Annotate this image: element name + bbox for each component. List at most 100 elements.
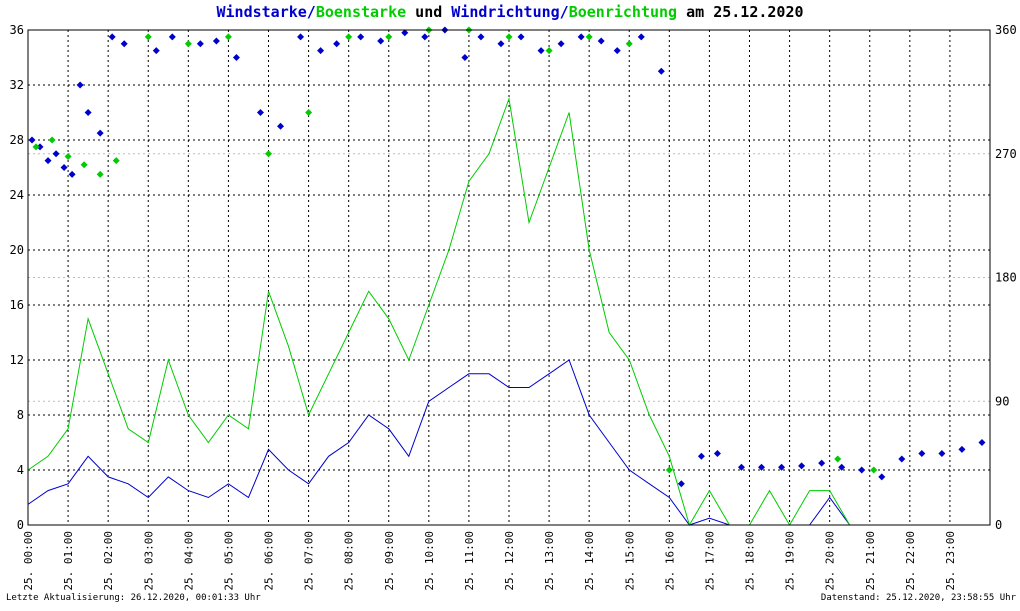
point-windrichtung bbox=[597, 37, 605, 45]
point-windrichtung bbox=[377, 37, 385, 45]
point-windrichtung bbox=[60, 164, 68, 171]
tick-label-left: 16 bbox=[10, 298, 24, 312]
point-windrichtung bbox=[517, 33, 525, 41]
point-windrichtung bbox=[758, 463, 766, 471]
tick-label-left: 0 bbox=[17, 518, 24, 532]
point-windrichtung bbox=[68, 170, 76, 178]
tick-label-left: 28 bbox=[10, 133, 24, 147]
point-boenrichtung bbox=[32, 143, 40, 151]
point-windrichtung bbox=[878, 473, 886, 481]
point-windrichtung bbox=[28, 136, 36, 144]
point-windrichtung bbox=[401, 29, 409, 37]
point-windrichtung bbox=[497, 40, 505, 48]
title-part-4: Windrichtung bbox=[451, 3, 559, 21]
point-boenrichtung bbox=[265, 150, 272, 158]
point-windrichtung bbox=[737, 463, 745, 471]
tick-label-right: 180 bbox=[995, 271, 1017, 285]
point-windrichtung bbox=[938, 450, 946, 457]
tick-label-x: 25. 13:00 bbox=[543, 531, 556, 591]
point-boenrichtung bbox=[144, 33, 152, 41]
point-windrichtung bbox=[297, 33, 305, 41]
tick-label-x: 25. 10:00 bbox=[423, 531, 436, 591]
point-windrichtung bbox=[537, 47, 545, 55]
point-windrichtung bbox=[958, 445, 966, 453]
point-windrichtung bbox=[76, 81, 84, 89]
tick-label-x: 25. 20:00 bbox=[824, 531, 837, 591]
tick-label-left: 4 bbox=[17, 463, 24, 477]
tick-label-right: 90 bbox=[995, 394, 1009, 408]
title-part-1: / bbox=[307, 3, 316, 21]
footer-data-status: Datenstand: 25.12.2020, 23:58:55 Uhr bbox=[821, 593, 1017, 603]
point-boenrichtung bbox=[80, 161, 88, 169]
tick-label-x: 25. 12:00 bbox=[503, 531, 516, 591]
point-boenrichtung bbox=[834, 455, 842, 463]
tick-label-x: 25. 09:00 bbox=[383, 531, 396, 591]
point-windrichtung bbox=[108, 33, 116, 41]
point-windrichtung bbox=[978, 439, 986, 446]
tick-label-x: 25. 06:00 bbox=[263, 531, 276, 591]
chart-title: Windstarke/Boenstarke und Windrichtung/B… bbox=[216, 3, 803, 21]
series-boenrichtung bbox=[32, 26, 878, 474]
tick-label-x: 25. 18:00 bbox=[744, 531, 757, 591]
tick-label-x: 25. 01:00 bbox=[62, 531, 75, 591]
point-windrichtung bbox=[778, 463, 786, 471]
point-windrichtung bbox=[120, 40, 128, 48]
point-windrichtung bbox=[317, 47, 325, 55]
point-windrichtung bbox=[818, 459, 826, 467]
point-windrichtung bbox=[713, 450, 721, 457]
point-windrichtung bbox=[168, 33, 176, 41]
title-part-5: / bbox=[560, 3, 569, 21]
tick-label-right: 360 bbox=[995, 23, 1017, 37]
tick-label-right: 0 bbox=[995, 518, 1002, 532]
point-boenrichtung bbox=[224, 33, 232, 41]
tick-label-x: 25. 22:00 bbox=[904, 531, 917, 591]
point-boenrichtung bbox=[305, 109, 313, 116]
point-windrichtung bbox=[677, 480, 685, 488]
series-layer bbox=[27, 26, 986, 527]
tick-label-x: 25. 04:00 bbox=[182, 531, 195, 591]
point-windrichtung bbox=[838, 463, 846, 471]
point-windrichtung bbox=[637, 33, 645, 41]
footer-last-update: Letzte Aktualisierung: 26.12.2020, 00:01… bbox=[6, 593, 261, 603]
point-boenrichtung bbox=[870, 466, 878, 474]
tick-label-x: 25. 03:00 bbox=[142, 531, 155, 591]
point-boenrichtung bbox=[545, 47, 553, 55]
point-boenrichtung bbox=[96, 170, 104, 178]
tick-label-x: 25. 05:00 bbox=[222, 531, 235, 591]
point-windrichtung bbox=[421, 33, 429, 41]
tick-label-left: 20 bbox=[10, 243, 24, 257]
point-boenrichtung bbox=[665, 466, 673, 474]
point-windrichtung bbox=[657, 67, 665, 75]
series-line-windstarke bbox=[27, 359, 970, 526]
point-windrichtung bbox=[36, 143, 44, 151]
tick-label-left: 24 bbox=[10, 188, 24, 202]
point-windrichtung bbox=[557, 40, 565, 48]
point-boenrichtung bbox=[112, 157, 120, 165]
title-part-6: Boenrichtung bbox=[569, 3, 677, 21]
point-boenrichtung bbox=[505, 33, 513, 41]
tick-label-x: 25. 11:00 bbox=[463, 531, 476, 591]
tick-label-x: 25. 17:00 bbox=[703, 531, 716, 591]
tick-label-right: 270 bbox=[995, 147, 1017, 161]
series-windstarke bbox=[27, 359, 970, 526]
point-windrichtung bbox=[84, 109, 92, 116]
title-part-2: Boenstarke bbox=[316, 3, 406, 21]
point-windrichtung bbox=[918, 450, 926, 457]
tick-label-left: 36 bbox=[10, 23, 24, 37]
point-windrichtung bbox=[333, 40, 341, 48]
tick-label-x: 25. 07:00 bbox=[303, 531, 316, 591]
tick-label-x: 25. 14:00 bbox=[583, 531, 596, 591]
point-windrichtung bbox=[212, 37, 220, 45]
point-windrichtung bbox=[858, 466, 866, 474]
point-windrichtung bbox=[44, 157, 52, 165]
tick-label-x: 25. 15:00 bbox=[623, 531, 636, 591]
tick-label-left: 32 bbox=[10, 78, 24, 92]
series-line-boenstarke bbox=[27, 96, 970, 527]
point-windrichtung bbox=[232, 54, 240, 61]
point-windrichtung bbox=[152, 47, 160, 55]
point-windrichtung bbox=[96, 129, 104, 137]
point-boenrichtung bbox=[345, 33, 353, 41]
title-part-3: und bbox=[406, 3, 451, 21]
